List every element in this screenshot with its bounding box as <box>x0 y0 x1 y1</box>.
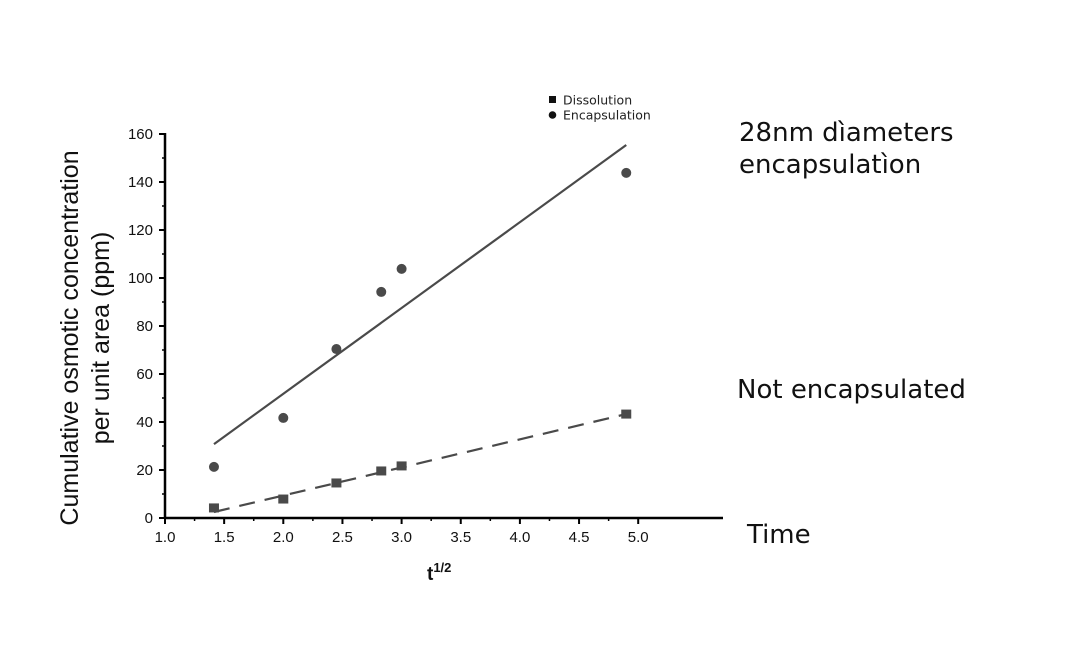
x-tick-label: 3.5 <box>450 529 471 546</box>
y-axis-label-line1: Cumulative osmotic concentration <box>56 150 84 525</box>
encapsulation-marker <box>278 412 289 423</box>
encapsulation-marker <box>621 167 632 178</box>
axes: 1.0 1.5 2.0 2.5 3.0 3.5 4.0 4.5 5.0 0 20 40 60 80 100 1… <box>128 126 723 546</box>
y-tick-label: 140 <box>128 174 153 191</box>
x-tick-label: 5.0 <box>628 529 649 546</box>
legend-label: Dissolution <box>563 93 632 108</box>
x-tick-label: 1.5 <box>214 529 235 546</box>
plot-area <box>208 144 632 514</box>
y-tick-label: 160 <box>128 126 153 143</box>
x-tick-label: 3.0 <box>391 529 412 546</box>
x-tick-label: 4.5 <box>569 529 590 546</box>
dissolution-marker <box>621 409 632 419</box>
y-tick-label: 100 <box>128 270 153 287</box>
x-tick-label: 1.0 <box>155 529 176 546</box>
y-tick-label: 20 <box>136 462 153 479</box>
x-axis-label-base: t <box>427 564 434 585</box>
x-axis-label-superscript: 1/2 <box>433 560 451 575</box>
encapsulation-fit-line <box>213 144 627 445</box>
encapsulation-marker <box>208 461 219 472</box>
dissolution-fit-line <box>213 413 627 514</box>
y-tick-label: 60 <box>136 366 153 383</box>
legend-square-icon <box>549 96 556 103</box>
legend-label: Encapsulation <box>563 108 651 123</box>
encapsulation-marker <box>396 263 407 274</box>
x-axis-label: t1/2 <box>427 560 451 585</box>
dissolution-marker <box>331 478 342 488</box>
legend-circle-icon <box>548 111 557 119</box>
encapsulation-marker <box>376 286 387 297</box>
y-tick-label: 0 <box>145 510 153 527</box>
encapsulation-marker <box>331 344 342 355</box>
x-tick-label: 2.0 <box>273 529 294 546</box>
encapsulation-annotation: 28nm dìameters encapsulatìon <box>739 118 954 180</box>
not-encapsulated-annotation: Not encapsulated <box>737 375 966 405</box>
y-tick-label: 120 <box>128 222 153 239</box>
x-tick-label: 4.0 <box>509 529 530 546</box>
dissolution-marker <box>208 503 219 513</box>
dissolution-marker <box>396 461 407 471</box>
x-tick-label: 2.5 <box>332 529 353 546</box>
y-tick-label: 40 <box>136 414 153 431</box>
y-tick-label: 80 <box>136 318 153 335</box>
time-annotation: Time <box>747 520 811 550</box>
dissolution-marker <box>376 466 387 476</box>
y-axis-label-line2: per unit area (ppm) <box>87 232 115 445</box>
dissolution-marker <box>278 494 289 504</box>
